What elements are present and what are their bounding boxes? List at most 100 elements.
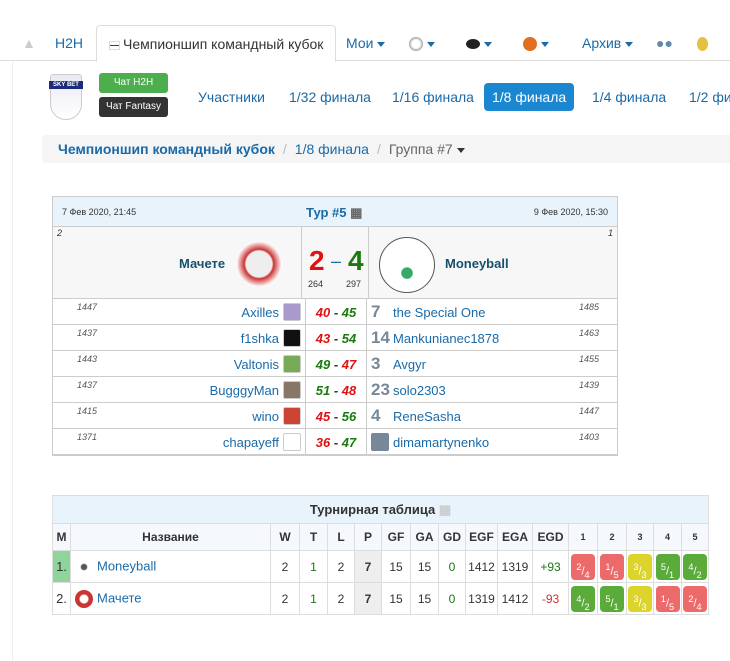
- away-player-rating: 1455: [578, 354, 599, 364]
- chat-fantasy-button[interactable]: Чат Fantasy: [99, 97, 168, 117]
- soccer-ball-icon[interactable]: [409, 25, 435, 61]
- stat-p: 7: [354, 582, 382, 615]
- stage-tab[interactable]: 1/32 финала: [289, 89, 371, 105]
- position: 1.: [52, 550, 71, 583]
- standings-row: 2. Мачете 2 1 2 7 15 15 0 1319 1412 -93 4/2 5/1 3/3 1/…: [52, 582, 709, 615]
- away-player-name[interactable]: Mankunianec1878: [393, 331, 500, 346]
- home-player-name[interactable]: f1shka: [240, 331, 279, 346]
- breadcrumb-root[interactable]: Чемпионшип командный кубок: [58, 141, 275, 157]
- tab-championship-cup[interactable]: Чемпионшип командный кубок: [96, 25, 337, 62]
- round-link[interactable]: Тур #5 ▦: [306, 205, 363, 220]
- round-result[interactable]: 1/5: [653, 582, 682, 615]
- tab-h2h[interactable]: H2H: [55, 35, 84, 51]
- team-link[interactable]: Мачете: [97, 589, 142, 605]
- pair-score: 43 - 54: [315, 331, 357, 346]
- stat-ga: 15: [410, 582, 439, 615]
- stat-ga: 15: [410, 550, 439, 583]
- breadcrumb-stage[interactable]: 1/8 финала: [294, 141, 369, 157]
- stat-gd: 0: [438, 550, 466, 583]
- standings-title: Турнирная таблица ▦: [52, 495, 709, 524]
- away-seed: 1: [607, 228, 613, 238]
- round-result[interactable]: 1/5: [597, 550, 627, 583]
- stage-tab[interactable]: Участники: [198, 89, 265, 105]
- player-pair-row: 1437 BugggyMan 51 - 48 23 solo2303 1439: [53, 377, 617, 403]
- round-result[interactable]: 3/3: [626, 550, 654, 583]
- stage-tab[interactable]: 1/8 финала: [484, 83, 575, 111]
- stat-gf: 15: [381, 582, 411, 615]
- team-cell: Мачете: [70, 582, 271, 615]
- home-player-rating: 1415: [77, 406, 98, 416]
- away-player-rating: 1403: [578, 432, 599, 442]
- home-player-name[interactable]: BugggyMan: [209, 383, 279, 398]
- stat-p: 7: [354, 550, 382, 583]
- round-result[interactable]: 5/1: [597, 582, 627, 615]
- away-player-name[interactable]: Avgyr: [393, 357, 426, 372]
- stage-tab[interactable]: 1/2 фи: [689, 89, 730, 105]
- chat-h2h-button[interactable]: Чат H2H: [99, 73, 168, 93]
- home-player-name[interactable]: chapayeff: [222, 435, 279, 450]
- column-header: GF: [381, 523, 411, 551]
- stage-tab[interactable]: 1/16 финала: [392, 89, 474, 105]
- away-player-name[interactable]: ReneSasha: [393, 409, 461, 424]
- england-flag-icon: [109, 40, 120, 50]
- stat-l: 2: [327, 582, 355, 615]
- home-icon[interactable]: ▲: [22, 35, 36, 51]
- tab-archive[interactable]: Архив: [582, 25, 634, 61]
- stat-gd: 0: [438, 582, 466, 615]
- column-header: Название: [70, 523, 271, 551]
- column-header: GA: [410, 523, 439, 551]
- tab-label: Чемпионшип командный кубок: [123, 36, 324, 52]
- stage-tab[interactable]: 1/4 финала: [592, 89, 667, 105]
- round-result[interactable]: 2/4: [568, 550, 598, 583]
- team-cell: Moneyball: [70, 550, 271, 583]
- player-avatar: [283, 407, 301, 425]
- home-player-name[interactable]: wino: [252, 409, 279, 424]
- column-header: P: [354, 523, 382, 551]
- medal-icon[interactable]: [697, 25, 708, 61]
- away-player-name[interactable]: solo2303: [393, 383, 446, 398]
- round-result[interactable]: 3/3: [626, 582, 654, 615]
- standings-table: Турнирная таблица ▦ М Название W T L P GF GA GD E…: [52, 495, 709, 615]
- stat-egd: +93: [532, 550, 569, 583]
- top-navigation: ▲ H2H Чемпионшип командный кубок Мои Арх…: [0, 0, 730, 62]
- stat-ega: 1319: [497, 550, 533, 583]
- home-player-name[interactable]: Axilles: [241, 305, 279, 320]
- round-result[interactable]: 4/2: [568, 582, 598, 615]
- player-pair-row: 1437 f1shka 43 - 54 14 Mankunianec1878 1…: [53, 325, 617, 351]
- player-avatar: [283, 329, 301, 347]
- group-dropdown[interactable]: Группа #7: [389, 141, 465, 157]
- home-player-rating: 1443: [77, 354, 98, 364]
- stat-egd: -93: [532, 582, 569, 615]
- machete-logo: [236, 241, 282, 287]
- tab-mine[interactable]: Мои: [346, 25, 386, 61]
- team-link[interactable]: Moneyball: [97, 557, 157, 573]
- column-header: 5: [681, 523, 709, 551]
- round-result[interactable]: 5/1: [653, 550, 682, 583]
- away-player-rating: 1463: [578, 328, 599, 338]
- away-points: 297: [346, 279, 362, 289]
- pair-score: 51 - 48: [315, 383, 357, 398]
- match-start-time: 7 Фев 2020, 21:45: [62, 207, 137, 217]
- home-seed: 2: [57, 228, 63, 238]
- tab-label: Архив: [582, 35, 622, 51]
- stat-ega: 1412: [497, 582, 533, 615]
- round-result[interactable]: 4/2: [681, 550, 709, 583]
- stat-w: 2: [270, 550, 300, 583]
- column-header: EGF: [465, 523, 498, 551]
- basketball-icon[interactable]: [523, 25, 549, 61]
- round-result[interactable]: 2/4: [681, 582, 709, 615]
- column-header: EGA: [497, 523, 533, 551]
- home-team-name[interactable]: Мачете: [179, 256, 226, 271]
- column-header: 4: [653, 523, 682, 551]
- home-score: 2: [309, 245, 325, 276]
- users-icon[interactable]: ●●: [656, 35, 673, 51]
- player-avatar: [371, 433, 389, 451]
- away-team-name[interactable]: Moneyball: [445, 256, 509, 271]
- player-avatar: [283, 433, 301, 451]
- away-player-name[interactable]: the Special One: [393, 305, 486, 320]
- hockey-puck-icon[interactable]: [466, 25, 492, 61]
- home-player-name[interactable]: Valtonis: [233, 357, 279, 372]
- standings-row: 1. Moneyball 2 1 2 7 15 15 0 1412 1319 +93 2/4 1/5 3/…: [52, 550, 709, 583]
- away-player-name[interactable]: dimamartynenko: [393, 435, 490, 450]
- player-avatar: 23: [371, 380, 390, 399]
